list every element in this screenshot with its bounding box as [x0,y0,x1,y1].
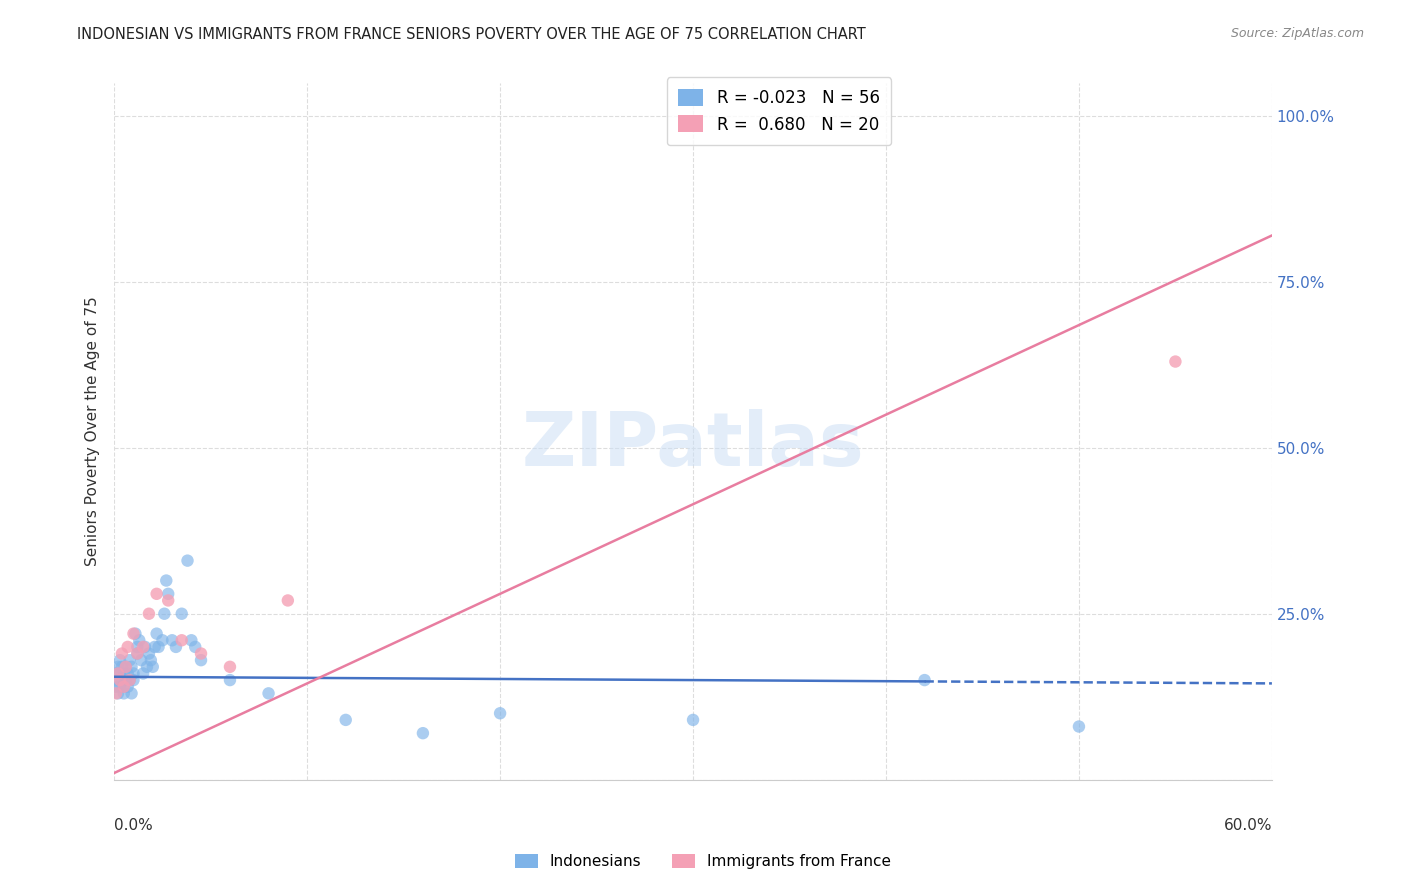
Point [117,666,139,681]
Point [335,713,357,727]
Point [117,640,139,654]
Point [157,593,180,607]
Point [114,660,136,674]
Point [132,640,155,654]
Point [155,574,177,588]
Point [148,640,170,654]
Point [128,633,150,648]
Point [117,680,139,694]
Text: ZIPatlas: ZIPatlas [522,409,865,482]
Text: 0.0%: 0.0% [114,818,153,833]
Point [127,647,149,661]
Point [118,673,141,687]
Point [412,726,434,740]
Point [112,680,135,694]
Point [190,653,212,667]
Point [170,633,193,648]
Text: INDONESIAN VS IMMIGRANTS FROM FRANCE SENIORS POVERTY OVER THE AGE OF 75 CORRELAT: INDONESIAN VS IMMIGRANTS FROM FRANCE SEN… [77,27,866,42]
Point [105,686,128,700]
Point [176,554,198,568]
Legend: Indonesians, Immigrants from France: Indonesians, Immigrants from France [509,848,897,875]
Point [112,686,135,700]
Point [190,647,212,661]
Point [108,653,131,667]
Point [127,640,149,654]
Point [107,660,129,674]
Point [145,587,167,601]
Point [118,673,141,687]
Point [121,686,143,700]
Point [277,593,299,607]
Point [107,666,129,681]
Point [108,680,131,694]
Point [134,640,156,654]
Point [111,647,134,661]
Point [107,673,129,687]
Point [489,706,512,721]
Point [143,640,166,654]
Point [138,607,160,621]
Point [139,653,162,667]
Text: Source: ZipAtlas.com: Source: ZipAtlas.com [1230,27,1364,40]
Point [105,666,128,681]
Point [118,653,141,667]
Text: 60.0%: 60.0% [1223,818,1272,833]
Point [127,647,149,661]
Point [184,640,207,654]
Point [257,686,280,700]
Point [122,666,145,681]
Point [111,673,134,687]
Point [682,713,704,727]
Point [112,680,135,694]
Legend: R = -0.023   N = 56, R =  0.680   N = 20: R = -0.023 N = 56, R = 0.680 N = 20 [666,78,891,145]
Point [914,673,936,687]
Point [122,626,145,640]
Point [122,673,145,687]
Y-axis label: Seniors Poverty Over the Age of 75: Seniors Poverty Over the Age of 75 [86,296,100,566]
Point [165,640,187,654]
Point [105,680,128,694]
Point [1067,720,1090,734]
Point [121,660,143,674]
Point [114,673,136,687]
Point [145,626,167,640]
Point [219,673,242,687]
Point [132,666,155,681]
Point [114,660,136,674]
Point [112,666,135,681]
Point [136,660,159,674]
Point [157,587,180,601]
Point [160,633,183,648]
Point [124,626,146,640]
Point [152,633,174,648]
Point [180,633,202,648]
Point [129,653,152,667]
Point [142,660,165,674]
Point [219,660,242,674]
Point [108,666,131,681]
Point [170,607,193,621]
Point [138,647,160,661]
Point [153,607,176,621]
Point [107,686,129,700]
Point [108,673,131,687]
Point [1164,354,1187,368]
Point [111,660,134,674]
